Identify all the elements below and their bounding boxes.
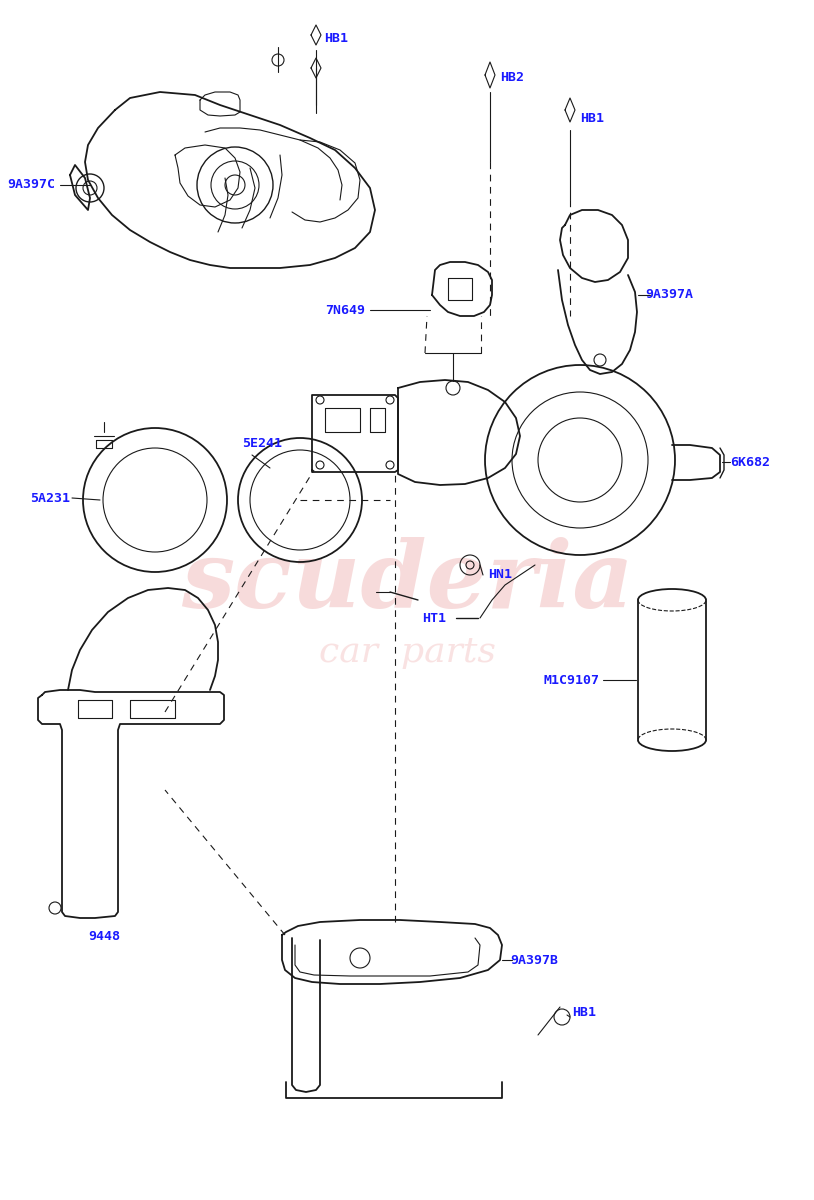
Text: 9A397A: 9A397A — [645, 288, 693, 301]
Text: HT1: HT1 — [422, 612, 446, 624]
Text: 5E241: 5E241 — [242, 437, 282, 450]
Text: 5A231: 5A231 — [30, 492, 70, 504]
Text: HB1: HB1 — [580, 112, 604, 125]
Text: 9A397C: 9A397C — [7, 179, 55, 192]
Text: 9448: 9448 — [88, 930, 120, 943]
Text: scuderia: scuderia — [181, 538, 633, 626]
Text: HN1: HN1 — [488, 569, 512, 582]
Text: 9A397B: 9A397B — [510, 954, 558, 966]
Text: HB2: HB2 — [500, 71, 524, 84]
Text: M1C9107: M1C9107 — [544, 673, 600, 686]
Text: HB1: HB1 — [572, 1006, 596, 1019]
Text: 6K682: 6K682 — [730, 456, 770, 468]
Text: car  parts: car parts — [318, 635, 496, 670]
Text: HB1: HB1 — [324, 32, 348, 44]
Text: 7N649: 7N649 — [325, 304, 365, 317]
